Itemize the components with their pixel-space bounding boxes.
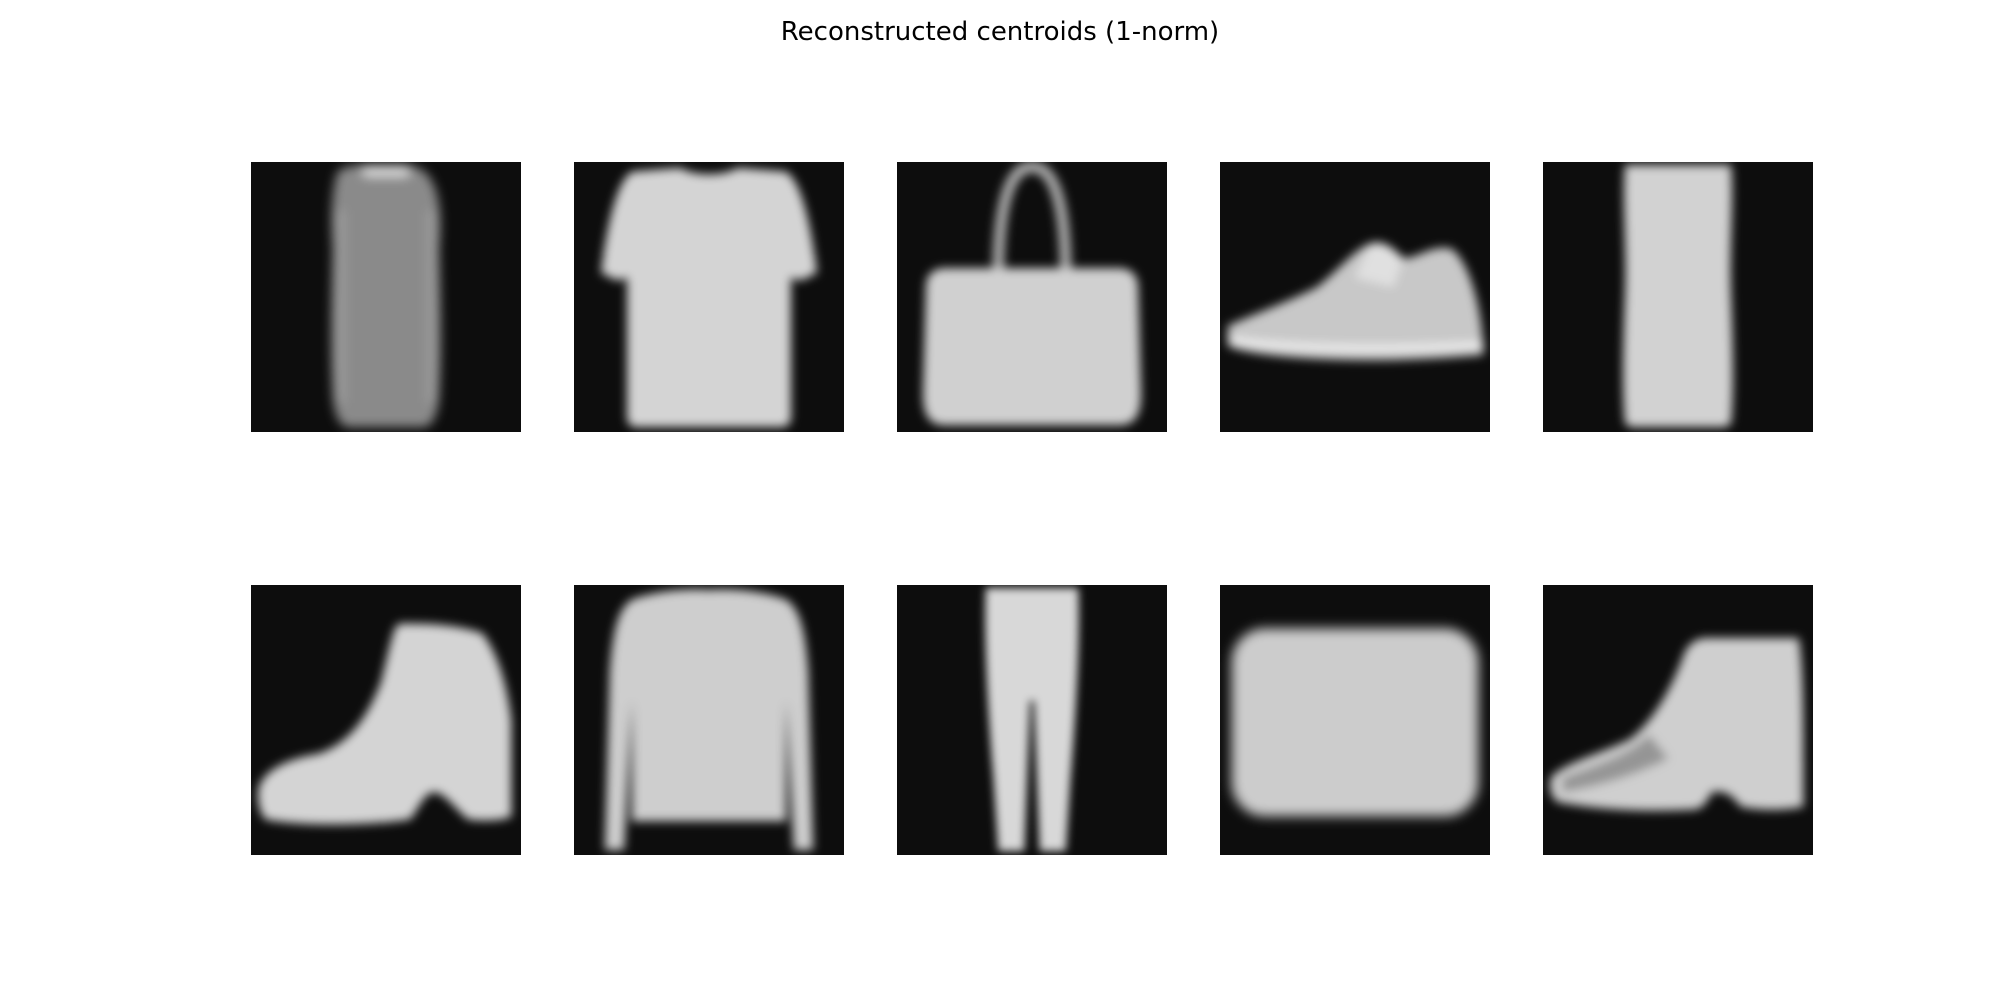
centroid-image-bag [897, 162, 1167, 432]
figure-title: Reconstructed centroids (1-norm) [780, 17, 1220, 47]
centroid-image-pullover [574, 585, 844, 855]
centroid-image-bag-2 [1220, 585, 1490, 855]
centroid-image-dress-2 [1543, 162, 1813, 432]
centroid-image-sneaker [1220, 162, 1490, 432]
centroid-image-dress [251, 162, 521, 432]
centroid-image-tshirt [574, 162, 844, 432]
centroid-image-ankle-boot-2 [1543, 585, 1813, 855]
centroid-image-trouser [897, 585, 1167, 855]
centroid-image-ankle-boot [251, 585, 521, 855]
